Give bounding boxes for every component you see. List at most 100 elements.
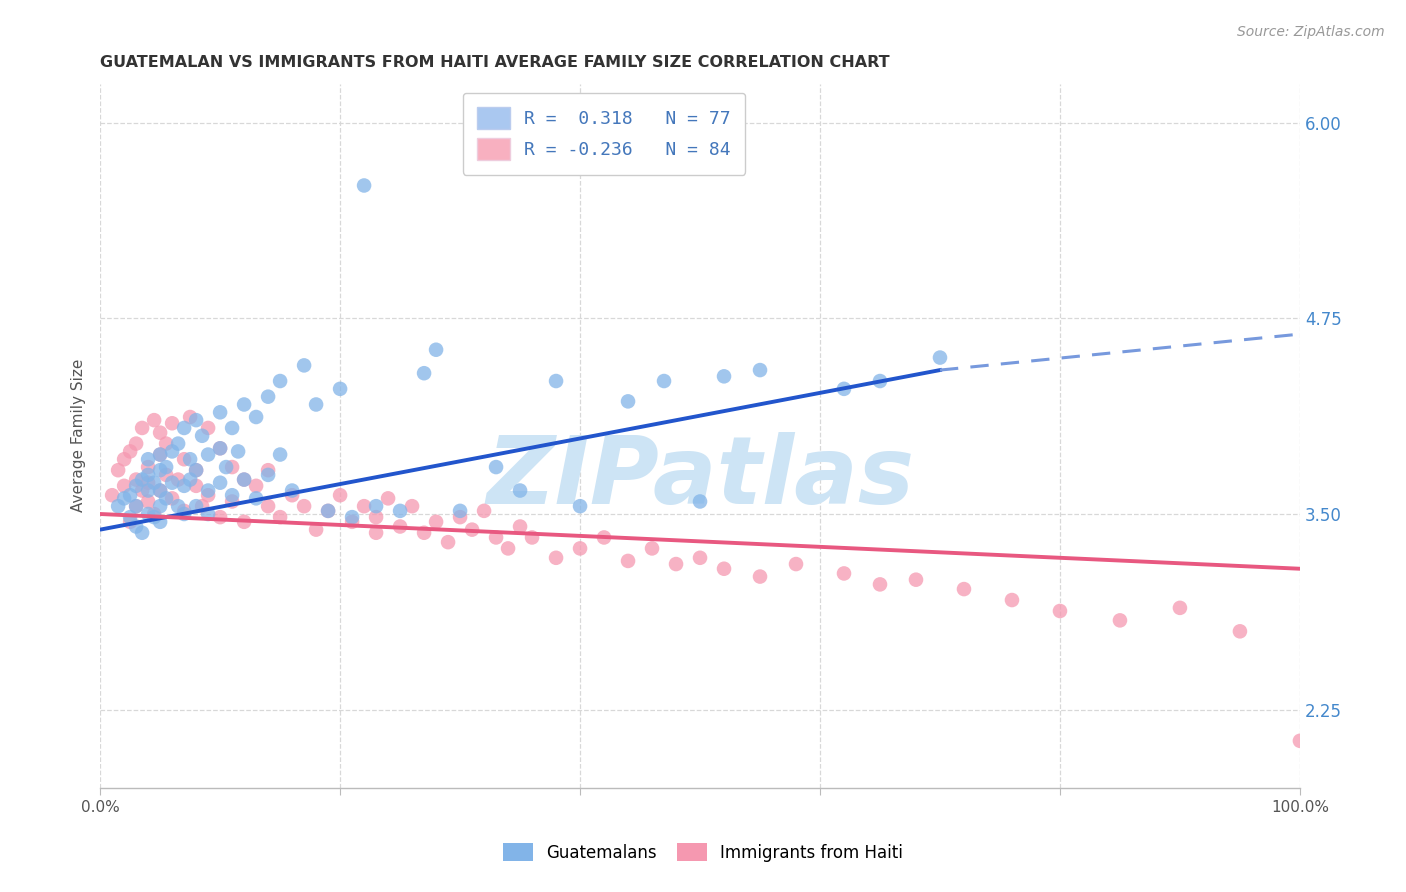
Point <box>245 409 267 424</box>
Point <box>149 448 172 462</box>
Point <box>125 499 148 513</box>
Text: Source: ZipAtlas.com: Source: ZipAtlas.com <box>1237 25 1385 39</box>
Point <box>389 504 412 518</box>
Legend: Guatemalans, Immigrants from Haiti: Guatemalans, Immigrants from Haiti <box>495 835 911 871</box>
Point <box>832 382 855 396</box>
Point <box>329 382 352 396</box>
Point <box>167 499 190 513</box>
Point <box>131 483 153 498</box>
Point <box>136 475 159 490</box>
Point <box>179 452 201 467</box>
Y-axis label: Average Family Size: Average Family Size <box>72 359 86 513</box>
Point <box>136 460 159 475</box>
Point <box>120 510 142 524</box>
Text: GUATEMALAN VS IMMIGRANTS FROM HAITI AVERAGE FAMILY SIZE CORRELATION CHART: GUATEMALAN VS IMMIGRANTS FROM HAITI AVER… <box>100 55 890 70</box>
Point <box>617 554 640 568</box>
Point <box>149 499 172 513</box>
Point <box>1229 624 1251 639</box>
Point <box>713 369 735 384</box>
Point <box>143 413 166 427</box>
Point <box>209 475 232 490</box>
Point <box>160 444 183 458</box>
Point <box>215 460 238 475</box>
Point <box>353 178 375 193</box>
Point <box>292 359 315 373</box>
Point <box>316 504 339 518</box>
Point <box>269 374 291 388</box>
Point <box>143 475 166 490</box>
Point <box>292 499 315 513</box>
Point <box>449 510 471 524</box>
Point <box>245 491 267 506</box>
Point <box>929 351 952 365</box>
Point <box>652 374 675 388</box>
Point <box>593 531 616 545</box>
Point <box>149 515 172 529</box>
Point <box>449 504 471 518</box>
Point <box>184 479 207 493</box>
Point <box>191 499 214 513</box>
Point <box>155 491 177 506</box>
Point <box>209 442 232 456</box>
Point <box>197 483 219 498</box>
Point <box>401 499 423 513</box>
Point <box>184 413 207 427</box>
Point <box>125 499 148 513</box>
Point <box>520 531 543 545</box>
Point <box>1001 593 1024 607</box>
Point <box>136 507 159 521</box>
Point <box>184 463 207 477</box>
Point <box>233 515 256 529</box>
Point <box>179 473 201 487</box>
Point <box>149 425 172 440</box>
Point <box>167 436 190 450</box>
Point <box>120 444 142 458</box>
Point <box>1049 604 1071 618</box>
Point <box>155 460 177 475</box>
Point <box>221 421 243 435</box>
Point <box>364 499 387 513</box>
Point <box>665 557 688 571</box>
Point <box>107 499 129 513</box>
Point <box>173 507 195 521</box>
Point <box>221 494 243 508</box>
Point <box>209 405 232 419</box>
Point <box>641 541 664 556</box>
Point <box>437 535 460 549</box>
Point <box>221 488 243 502</box>
Point <box>329 488 352 502</box>
Point <box>257 499 280 513</box>
Point <box>125 436 148 450</box>
Point <box>160 491 183 506</box>
Point <box>281 488 304 502</box>
Point <box>785 557 807 571</box>
Point <box>173 479 195 493</box>
Point <box>485 460 508 475</box>
Point <box>904 573 927 587</box>
Point <box>136 452 159 467</box>
Point <box>389 519 412 533</box>
Point <box>149 483 172 498</box>
Point <box>485 531 508 545</box>
Point <box>125 479 148 493</box>
Point <box>1289 734 1312 748</box>
Point <box>131 525 153 540</box>
Point <box>364 510 387 524</box>
Point <box>149 463 172 477</box>
Point <box>233 473 256 487</box>
Point <box>305 397 328 411</box>
Point <box>509 519 531 533</box>
Point <box>131 421 153 435</box>
Point <box>143 507 166 521</box>
Point <box>617 394 640 409</box>
Point <box>281 483 304 498</box>
Point <box>413 366 436 380</box>
Point <box>143 510 166 524</box>
Point <box>749 363 772 377</box>
Point <box>233 397 256 411</box>
Point <box>461 523 484 537</box>
Point <box>569 499 592 513</box>
Point <box>749 569 772 583</box>
Text: ZIPatlas: ZIPatlas <box>486 432 914 524</box>
Point <box>544 374 567 388</box>
